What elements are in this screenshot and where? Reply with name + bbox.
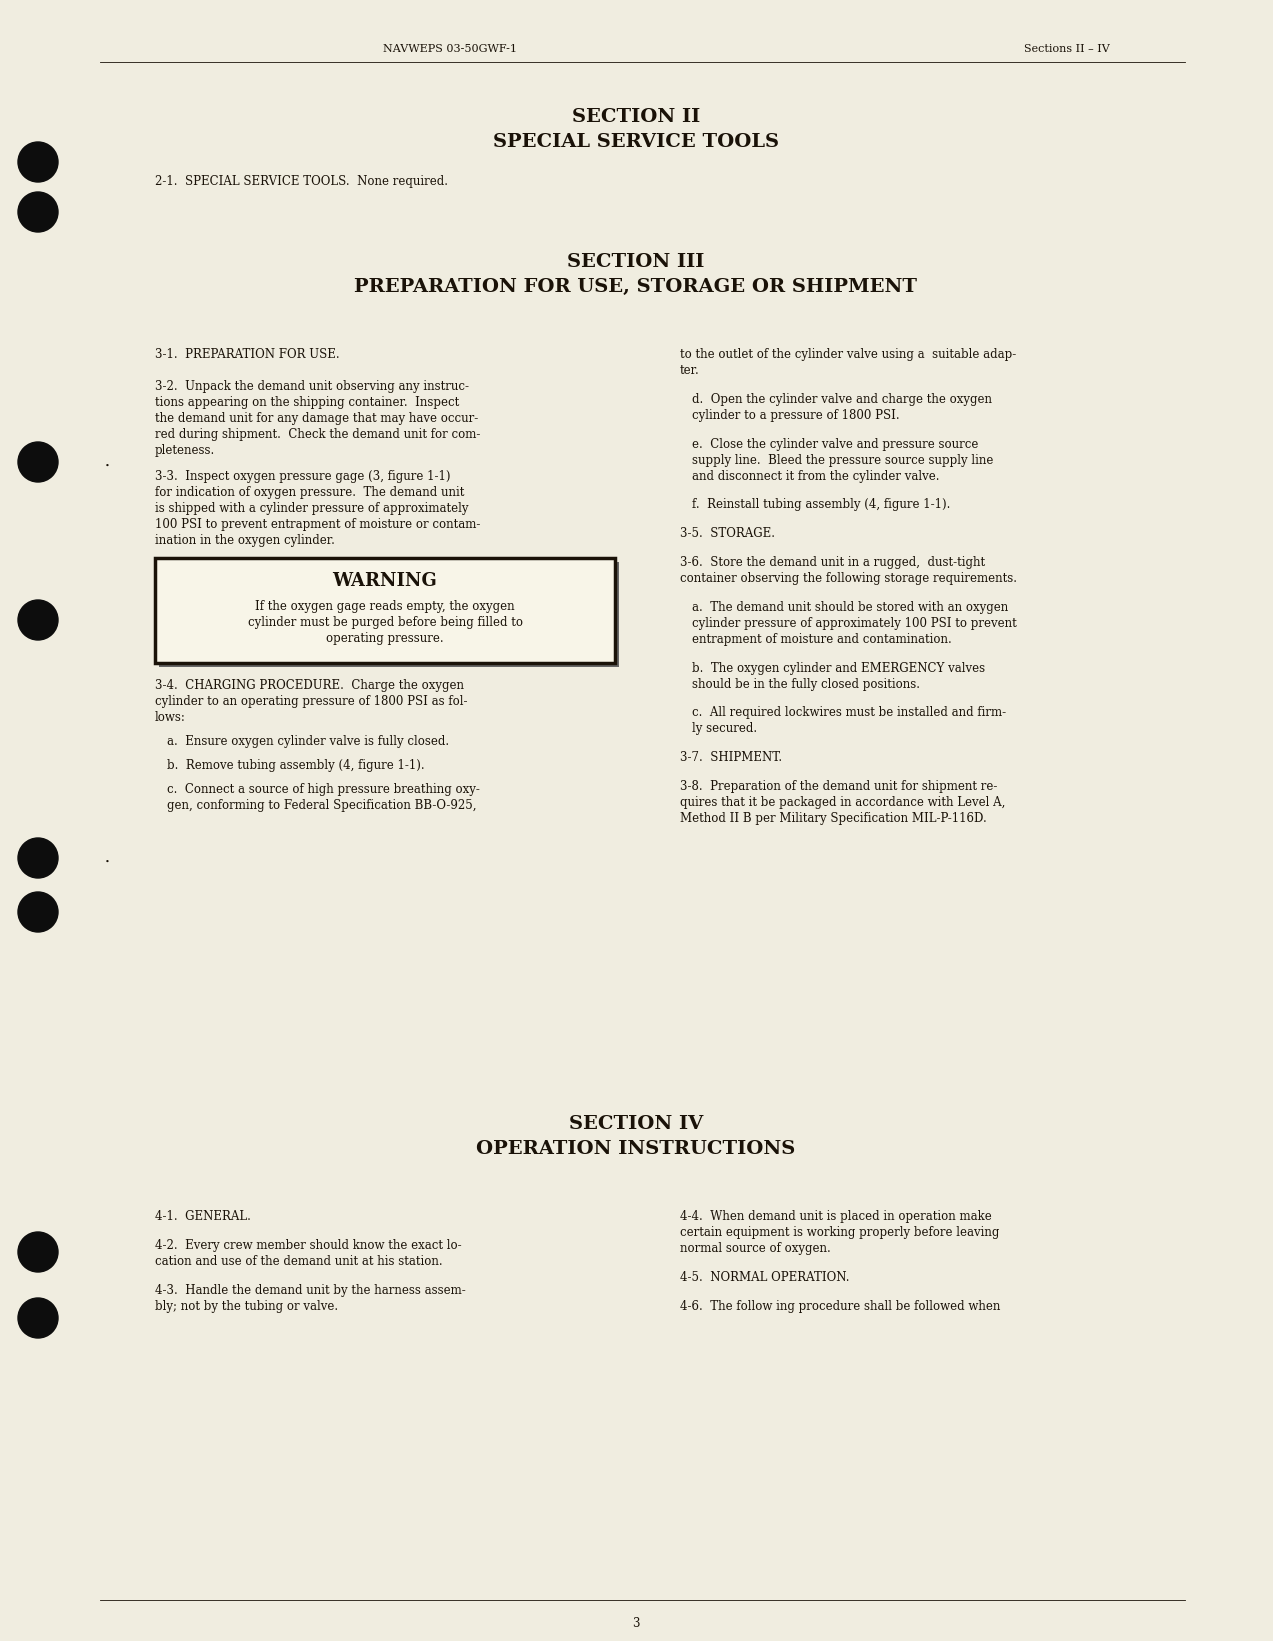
Text: to the outlet of the cylinder valve using a  suitable adap-: to the outlet of the cylinder valve usin… xyxy=(680,348,1016,361)
Text: 4-3.  Handle the demand unit by the harness assem-: 4-3. Handle the demand unit by the harne… xyxy=(155,1283,466,1296)
Text: cylinder to an operating pressure of 1800 PSI as fol-: cylinder to an operating pressure of 180… xyxy=(155,694,467,707)
FancyBboxPatch shape xyxy=(155,558,615,663)
Text: red during shipment.  Check the demand unit for com-: red during shipment. Check the demand un… xyxy=(155,428,480,441)
Text: container observing the following storage requirements.: container observing the following storag… xyxy=(680,573,1017,584)
Text: a.  Ensure oxygen cylinder valve is fully closed.: a. Ensure oxygen cylinder valve is fully… xyxy=(167,735,449,748)
Text: 4-5.  NORMAL OPERATION.: 4-5. NORMAL OPERATION. xyxy=(680,1270,849,1283)
Text: a.  The demand unit should be stored with an oxygen: a. The demand unit should be stored with… xyxy=(693,601,1008,614)
Text: 4-4.  When demand unit is placed in operation make: 4-4. When demand unit is placed in opera… xyxy=(680,1209,992,1223)
Text: 4-2.  Every crew member should know the exact lo-: 4-2. Every crew member should know the e… xyxy=(155,1239,462,1252)
Circle shape xyxy=(18,143,59,182)
Text: If the oxygen gage reads empty, the oxygen: If the oxygen gage reads empty, the oxyg… xyxy=(255,599,514,612)
Circle shape xyxy=(18,839,59,878)
Text: is shipped with a cylinder pressure of approximately: is shipped with a cylinder pressure of a… xyxy=(155,502,468,515)
Text: 3-6.  Store the demand unit in a rugged,  dust-tight: 3-6. Store the demand unit in a rugged, … xyxy=(680,556,985,569)
Text: c.  Connect a source of high pressure breathing oxy-: c. Connect a source of high pressure bre… xyxy=(167,783,480,796)
Text: SECTION III: SECTION III xyxy=(568,253,705,271)
Text: OPERATION INSTRUCTIONS: OPERATION INSTRUCTIONS xyxy=(476,1140,796,1159)
Text: pleteness.: pleteness. xyxy=(155,445,215,456)
Text: the demand unit for any damage that may have occur-: the demand unit for any damage that may … xyxy=(155,412,479,425)
Text: ter.: ter. xyxy=(680,364,700,377)
Text: 3: 3 xyxy=(633,1616,640,1630)
Text: 3-7.  SHIPMENT.: 3-7. SHIPMENT. xyxy=(680,752,782,765)
Circle shape xyxy=(18,1232,59,1272)
Text: d.  Open the cylinder valve and charge the oxygen: d. Open the cylinder valve and charge th… xyxy=(693,392,992,405)
Text: c.  All required lockwires must be installed and firm-: c. All required lockwires must be instal… xyxy=(693,706,1006,719)
Text: should be in the fully closed positions.: should be in the fully closed positions. xyxy=(693,678,920,691)
Circle shape xyxy=(18,441,59,482)
Text: Method II B per Military Specification MIL-P-116D.: Method II B per Military Specification M… xyxy=(680,812,987,825)
Text: bly; not by the tubing or valve.: bly; not by the tubing or valve. xyxy=(155,1300,339,1313)
Text: 3-3.  Inspect oxygen pressure gage (3, figure 1-1): 3-3. Inspect oxygen pressure gage (3, fi… xyxy=(155,469,451,482)
Text: supply line.  Bleed the pressure source supply line: supply line. Bleed the pressure source s… xyxy=(693,453,993,466)
Text: ly secured.: ly secured. xyxy=(693,722,757,735)
Text: WARNING: WARNING xyxy=(332,571,438,589)
Text: cylinder must be purged before being filled to: cylinder must be purged before being fil… xyxy=(247,615,522,629)
Text: cation and use of the demand unit at his station.: cation and use of the demand unit at his… xyxy=(155,1255,443,1268)
Text: f.  Reinstall tubing assembly (4, figure 1-1).: f. Reinstall tubing assembly (4, figure … xyxy=(693,499,951,512)
FancyBboxPatch shape xyxy=(159,561,619,666)
Circle shape xyxy=(18,1298,59,1337)
Text: PREPARATION FOR USE, STORAGE OR SHIPMENT: PREPARATION FOR USE, STORAGE OR SHIPMENT xyxy=(354,277,918,295)
Text: •: • xyxy=(104,858,109,866)
Text: 3-2.  Unpack the demand unit observing any instruc-: 3-2. Unpack the demand unit observing an… xyxy=(155,381,468,392)
Text: b.  Remove tubing assembly (4, figure 1-1).: b. Remove tubing assembly (4, figure 1-1… xyxy=(167,758,425,771)
Text: 3-1.  PREPARATION FOR USE.: 3-1. PREPARATION FOR USE. xyxy=(155,348,340,361)
Text: Sections II – IV: Sections II – IV xyxy=(1025,44,1110,54)
Text: 4-6.  The follow ing procedure shall be followed when: 4-6. The follow ing procedure shall be f… xyxy=(680,1300,1001,1313)
Text: quires that it be packaged in accordance with Level A,: quires that it be packaged in accordance… xyxy=(680,796,1006,809)
Text: •: • xyxy=(104,463,109,469)
Text: lows:: lows: xyxy=(155,711,186,724)
Text: operating pressure.: operating pressure. xyxy=(326,632,444,645)
Text: entrapment of moisture and contamination.: entrapment of moisture and contamination… xyxy=(693,633,952,647)
Text: cylinder to a pressure of 1800 PSI.: cylinder to a pressure of 1800 PSI. xyxy=(693,409,900,422)
Text: 3-4.  CHARGING PROCEDURE.  Charge the oxygen: 3-4. CHARGING PROCEDURE. Charge the oxyg… xyxy=(155,679,463,691)
Text: ination in the oxygen cylinder.: ination in the oxygen cylinder. xyxy=(155,533,335,546)
Text: e.  Close the cylinder valve and pressure source: e. Close the cylinder valve and pressure… xyxy=(693,438,979,451)
Circle shape xyxy=(18,601,59,640)
Text: SECTION IV: SECTION IV xyxy=(569,1114,703,1132)
Text: for indication of oxygen pressure.  The demand unit: for indication of oxygen pressure. The d… xyxy=(155,486,465,499)
Text: 3-5.  STORAGE.: 3-5. STORAGE. xyxy=(680,527,775,540)
Text: 3-8.  Preparation of the demand unit for shipment re-: 3-8. Preparation of the demand unit for … xyxy=(680,779,997,793)
Text: b.  The oxygen cylinder and EMERGENCY valves: b. The oxygen cylinder and EMERGENCY val… xyxy=(693,661,985,674)
Text: tions appearing on the shipping container.  Inspect: tions appearing on the shipping containe… xyxy=(155,395,460,409)
Text: 2-1.  SPECIAL SERVICE TOOLS.  None required.: 2-1. SPECIAL SERVICE TOOLS. None require… xyxy=(155,176,448,189)
Text: SPECIAL SERVICE TOOLS: SPECIAL SERVICE TOOLS xyxy=(493,133,779,151)
Text: and disconnect it from the cylinder valve.: and disconnect it from the cylinder valv… xyxy=(693,469,939,482)
Text: 100 PSI to prevent entrapment of moisture or contam-: 100 PSI to prevent entrapment of moistur… xyxy=(155,517,480,530)
Circle shape xyxy=(18,192,59,231)
Text: gen, conforming to Federal Specification BB-O-925,: gen, conforming to Federal Specification… xyxy=(167,799,476,812)
Circle shape xyxy=(18,893,59,932)
Text: certain equipment is working properly before leaving: certain equipment is working properly be… xyxy=(680,1226,999,1239)
Text: cylinder pressure of approximately 100 PSI to prevent: cylinder pressure of approximately 100 P… xyxy=(693,617,1017,630)
Text: normal source of oxygen.: normal source of oxygen. xyxy=(680,1242,831,1255)
Text: NAVWEPS 03-50GWF-1: NAVWEPS 03-50GWF-1 xyxy=(383,44,517,54)
Text: SECTION II: SECTION II xyxy=(572,108,700,126)
Text: 4-1.  GENERAL.: 4-1. GENERAL. xyxy=(155,1209,251,1223)
